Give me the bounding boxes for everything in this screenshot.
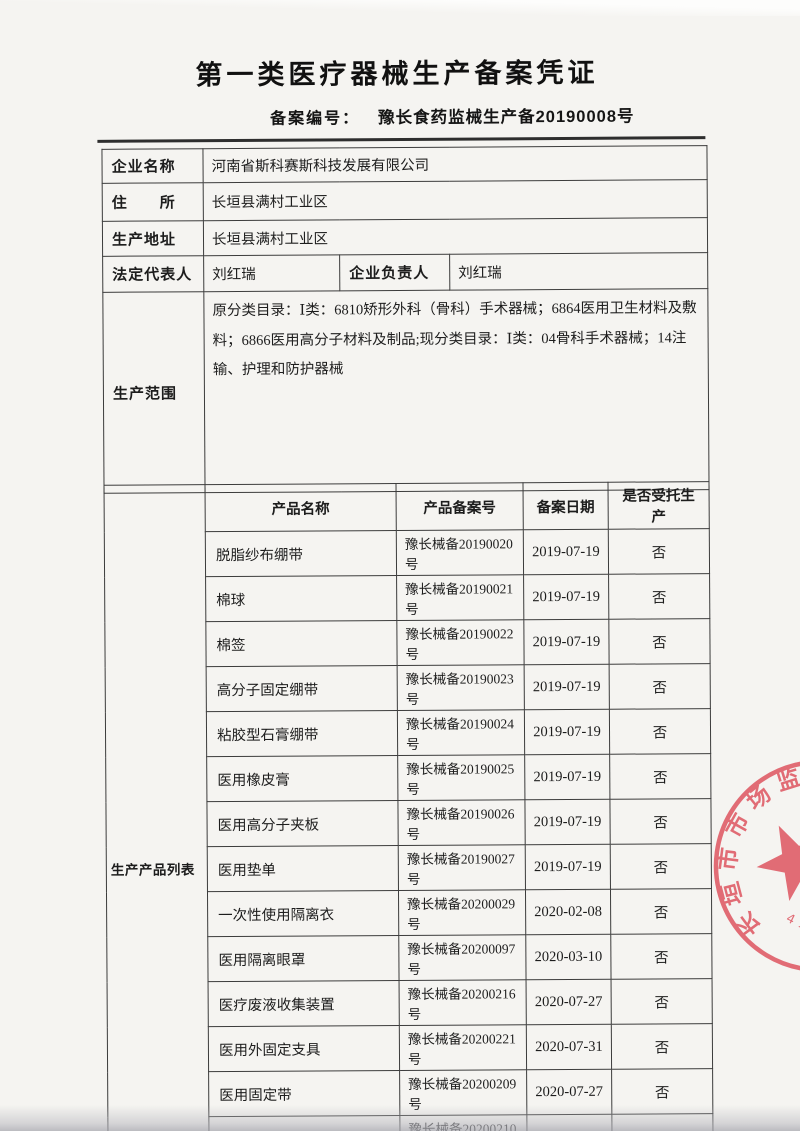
consigned-cell: 否 (609, 663, 711, 710)
info-value: 长垣县满村工业区 (203, 217, 708, 256)
consigned-cell: 否 (609, 708, 711, 755)
record-date-cell: 2019-07-19 (523, 574, 609, 620)
product-name-cell: 医用外固定支具 (208, 1025, 400, 1072)
product-name-cell: 高分子固定绷带 (206, 665, 398, 712)
record-number-label: 备案编号： (270, 110, 361, 128)
product-record-no-cell: 豫长械备20190025号 (397, 754, 525, 801)
product-name-cell: 一次性使用隔离衣 (207, 890, 399, 937)
product-table-header-row: 生产产品列表 产品名称 产品备案号 备案日期 是否受托生产 (104, 481, 710, 1131)
product-name-cell: 棉球 (205, 575, 397, 622)
product-record-no-cell: 豫长械备20190024号 (397, 709, 525, 756)
consigned-cell: 否 (608, 573, 710, 620)
consigned-cell: 否 (608, 528, 710, 575)
info-label: 法定代表人 (102, 255, 204, 293)
product-name-cell: 脱脂纱布绷带 (205, 530, 397, 577)
info-label: 企业名称 (101, 148, 204, 184)
record-date-cell: 2019-07-19 (525, 844, 611, 890)
consigned-cell: 否 (609, 753, 711, 800)
record-date-cell: 2019-07-19 (524, 754, 610, 800)
column-header: 产品名称 (205, 483, 397, 532)
info-value: 刘红瑞 (203, 254, 340, 292)
column-header: 备案日期 (522, 482, 609, 530)
product-record-no-cell: 豫长械备20190023号 (397, 664, 525, 711)
record-number-value: 豫长食药监械生产备20190008号 (378, 107, 635, 128)
consigned-cell: 否 (611, 978, 713, 1025)
product-name-cell: 医用高分子夹板 (206, 800, 399, 847)
product-record-no-cell: 豫长械备20200221号 (399, 1024, 527, 1071)
product-name-cell: 医用垫单 (207, 845, 399, 892)
column-header: 产品备案号 (395, 482, 524, 531)
consigned-cell: 否 (611, 1023, 713, 1070)
consigned-cell: 否 (610, 933, 713, 980)
product-name-cell: 医用隔离眼罩 (207, 935, 400, 982)
scan-bottom-shadow (0, 1105, 800, 1131)
consigned-cell: 否 (610, 843, 712, 890)
info-label: 生产地址 (102, 220, 204, 257)
product-record-no-cell: 豫长械备20200097号 (398, 934, 527, 981)
product-record-no-cell: 豫长械备20200216号 (399, 979, 527, 1026)
product-list-table: 生产产品列表 产品名称 产品备案号 备案日期 是否受托生产 脱脂纱布绷带 豫长械备20190… (104, 481, 715, 1131)
column-header: 是否受托生产 (607, 481, 710, 530)
consigned-cell: 否 (608, 618, 711, 665)
record-date-cell: 2019-07-19 (523, 529, 609, 575)
product-record-no-cell: 豫长械备20190020号 (396, 529, 524, 576)
info-value: 刘红瑞 (449, 252, 708, 291)
product-record-no-cell: 豫长械备20200029号 (398, 889, 526, 936)
production-scope-text: 原分类目录：Ⅰ类：6810矫形外科（骨科）手术器械；6864医用卫生材料及敷料；… (203, 288, 710, 493)
company-info-table: 企业名称 河南省斯科赛斯科技发展有限公司 住 所 长垣县满村工业区 生产地址 长… (101, 145, 710, 494)
record-date-cell: 2020-02-08 (525, 889, 611, 935)
record-date-cell: 2019-07-19 (523, 619, 610, 665)
consigned-cell: 否 (609, 798, 712, 845)
page-title: 第一类医疗器械生产备案凭证 (195, 57, 599, 91)
product-list-side-label: 生产产品列表 (104, 484, 210, 1131)
info-label: 住 所 (102, 182, 204, 222)
record-date-cell: 2020-03-10 (525, 934, 612, 980)
title-divider-rule (97, 136, 706, 143)
record-date-cell: 2019-07-19 (524, 709, 610, 755)
consigned-cell: 否 (610, 888, 712, 935)
info-label: 企业负责人 (339, 254, 450, 291)
product-record-no-cell: 豫长械备20190027号 (398, 844, 526, 891)
record-date-cell: 2020-07-31 (526, 1024, 612, 1070)
record-date-cell: 2019-07-19 (524, 799, 611, 845)
product-record-no-cell: 豫长械备20190026号 (397, 799, 526, 846)
product-name-cell: 医用橡皮膏 (206, 755, 398, 802)
scan-top-edge (0, 0, 800, 16)
record-date-cell: 2019-07-19 (524, 664, 610, 710)
info-value: 长垣县满村工业区 (203, 179, 708, 221)
info-label: 生产范围 (102, 291, 206, 494)
product-name-cell: 医疗废液收集装置 (208, 980, 400, 1027)
product-record-no-cell: 豫长械备20190021号 (396, 574, 524, 621)
product-record-no-cell: 豫长械备20190022号 (396, 619, 525, 666)
info-value: 河南省斯科赛斯科技发展有限公司 (202, 145, 708, 183)
record-date-cell: 2020-07-27 (526, 979, 612, 1025)
record-number-line: 备案编号： 豫长食药监械生产备20190008号 (52, 101, 800, 130)
product-name-cell: 棉签 (205, 620, 398, 667)
product-name-cell: 粘胶型石膏绷带 (206, 710, 398, 757)
